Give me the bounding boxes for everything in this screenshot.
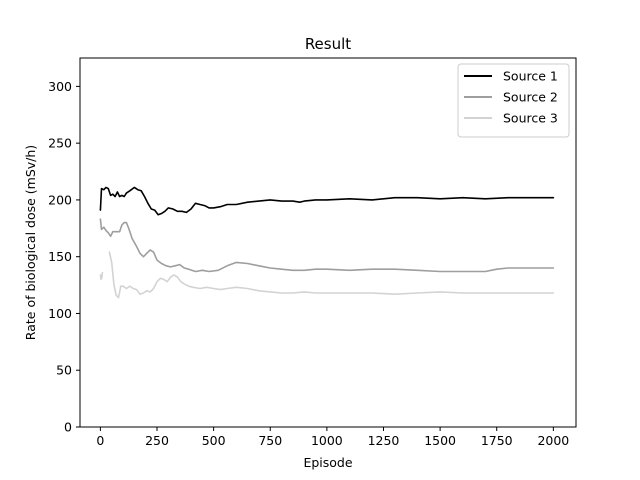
x-tick-label: 1750 [481, 433, 513, 448]
x-tick-label: 500 [202, 433, 226, 448]
y-tick-label: 150 [48, 249, 72, 264]
y-tick-label: 50 [56, 363, 72, 378]
plot-frame [79, 57, 577, 428]
x-axis: 0 250 500 750 1000 1250 1500 1750 2000 [96, 427, 569, 448]
y-axis-title: Rate of biological dose (mSv/h) [23, 145, 38, 340]
chart-title: Result [305, 35, 351, 53]
y-tick-label: 0 [64, 420, 72, 435]
y-tick-label: 250 [48, 136, 72, 151]
series-line-4 [99, 271, 104, 281]
y-axis: 0 50 100 150 200 250 300 [48, 79, 80, 435]
series-layer [99, 186, 555, 299]
x-tick-label: 1000 [311, 433, 343, 448]
legend-label: Source 1 [503, 69, 558, 84]
x-tick-label: 2000 [537, 433, 569, 448]
series-line-1 [99, 186, 555, 216]
x-axis-title: Episode [303, 455, 352, 470]
y-tick-label: 100 [48, 306, 72, 321]
series-line-3 [108, 251, 555, 299]
legend-label: Source 2 [503, 90, 558, 105]
legend-label: Source 3 [503, 111, 558, 126]
y-tick-label: 200 [48, 192, 72, 207]
x-tick-label: 750 [258, 433, 282, 448]
x-tick-label: 250 [145, 433, 169, 448]
x-tick-label: 1250 [368, 433, 400, 448]
series-line-2 [99, 218, 555, 273]
legend: Source 1 Source 2 Source 3 [457, 63, 570, 138]
x-tick-label: 1500 [424, 433, 456, 448]
y-tick-label: 300 [48, 79, 72, 94]
x-tick-label: 0 [96, 433, 104, 448]
